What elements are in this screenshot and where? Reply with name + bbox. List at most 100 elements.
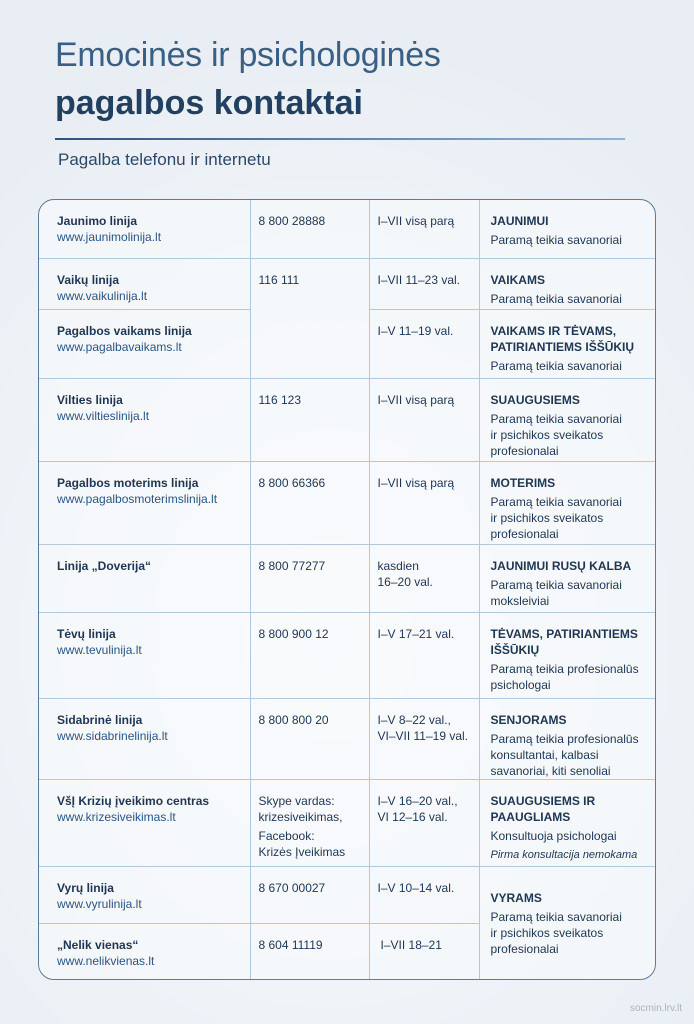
contact-name-cell: Vilties linija www.viltieslinija.lt [39, 377, 251, 462]
target-audience: PAAUGLIAMS [490, 809, 571, 824]
hours-cell: I–V 10–14 val. [368, 865, 480, 924]
line-name: Pagalbos vaikams linija [57, 323, 192, 338]
support-description: moksleiviai [490, 593, 550, 608]
support-description: Paramą teikia profesionalūs [490, 731, 639, 746]
support-description: Paramą teikia savanoriai [490, 358, 622, 373]
title-line-1: Emocinės ir psichologinės [55, 36, 441, 74]
audience-cell: VAIKAMS IR TĖVAMS, PATIRIANTIEMS IŠŠŪKIŲ P… [478, 308, 655, 379]
hours-cell: I–VII 11–23 val. [368, 257, 480, 310]
phone-cell: Skype vardas: krizesiveikimas, Facebook: Kr… [249, 778, 370, 867]
support-description: Paramą teikia savanoriai [490, 291, 622, 306]
working-hours: I–V 16–20 val., [377, 793, 458, 808]
audience-cell: TĖVAMS, PATIRIANTIEMS IŠŠŪKIŲ Paramą teiki… [478, 611, 655, 699]
hours-cell: I–V 11–19 val. [368, 308, 480, 379]
support-description: profesionalai [490, 526, 559, 541]
line-name: Jaunimo linija [57, 214, 138, 228]
phone-number[interactable]: 116 111 [258, 272, 300, 287]
working-hours: VI–VII 11–19 val. [377, 728, 469, 743]
target-audience: TĖVAMS, PATIRIANTIEMS [490, 626, 638, 641]
line-name: VšĮ Krizių įveikimo centras [57, 793, 210, 808]
target-audience: JAUNIMUI [490, 214, 549, 228]
table-row: Sidabrinė linija www.sidabrinelinija.lt 8 … [39, 697, 655, 780]
support-description: profesionalai [490, 942, 559, 956]
table-row: Linija „Doverija“ 8 800 77277 kasdien 16–20… [39, 543, 655, 613]
website-link[interactable]: www.pagalbavaikams.lt [57, 339, 182, 354]
hours-cell: I–VII 18–21 [368, 922, 479, 979]
website-link[interactable]: www.pagalbosmoterimslinija.lt [57, 491, 218, 506]
phone-cell: 8 604 11119 [249, 922, 370, 979]
support-description: psichologai [490, 677, 551, 692]
table-row: Pagalbos moterims linija www.pagalbosmote… [39, 460, 655, 545]
contact-name-cell: Sidabrinė linija www.sidabrinelinija.lt [39, 697, 251, 780]
phone-cell: 8 800 900 12 [249, 611, 370, 699]
line-name: Vilties linija [57, 392, 123, 407]
support-description: Paramą teikia savanoriai [490, 411, 622, 426]
phone-number[interactable]: 8 604 11119 [258, 937, 323, 952]
contact-name-cell: Pagalbos vaikams linija www.pagalbavaikam… [39, 308, 251, 379]
support-description: Paramą teikia savanoriai [490, 233, 622, 247]
website-link[interactable]: www.viltieslinija.lt [57, 408, 150, 423]
support-description: Paramą teikia savanoriai [490, 494, 622, 509]
website-link[interactable]: www.krizesiveikimas.lt [57, 809, 176, 824]
phone-cell: 8 800 800 20 [249, 697, 370, 780]
audience-cell: VAIKAMS Paramą teikia savanoriai [478, 257, 655, 310]
phone-number[interactable]: 8 800 77277 [258, 558, 326, 573]
contact-name-cell: „Nelik vienas“ www.nelikvienas.lt [39, 922, 251, 979]
line-name: Vaikų linija [57, 272, 120, 287]
audience-cell: SENJORAMS Paramą teikia profesionalūs kons… [478, 697, 655, 780]
title-divider [55, 138, 625, 140]
phone-number[interactable]: 8 800 800 20 [258, 712, 329, 727]
website-link[interactable]: www.vyrulinija.lt [57, 896, 142, 911]
website-link[interactable]: www.sidabrinelinija.lt [57, 728, 168, 743]
phone-number[interactable]: 8 670 00027 [258, 880, 326, 895]
line-name: Linija „Doverija“ [57, 558, 152, 573]
line-name: Vyrų linija [57, 880, 114, 895]
working-hours: I–VII 11–23 val. [377, 272, 461, 287]
table-row: Vilties linija www.viltieslinija.lt 116 12… [39, 377, 655, 462]
support-description: ir psichikos sveikatos [490, 510, 604, 525]
target-audience: MOTERIMS [490, 475, 556, 490]
audience-cell: MOTERIMS Paramą teikia savanoriai ir psich… [478, 460, 655, 545]
target-audience: SENJORAMS [490, 712, 567, 727]
phone-number[interactable]: 116 123 [258, 392, 302, 407]
title-line-2: pagalbos kontaktai [55, 84, 363, 122]
support-description: konsultantai, kalbasi [490, 747, 599, 762]
working-hours: 16–20 val. [377, 574, 433, 589]
support-description: Konsultuoja psichologai [490, 828, 617, 843]
working-hours: I–V 8–22 val., [377, 712, 451, 727]
target-audience: VAIKAMS IR TĖVAMS, [490, 323, 617, 338]
target-audience: VAIKAMS [490, 272, 545, 287]
hours-cell: kasdien 16–20 val. [368, 543, 480, 613]
phone-number[interactable]: 8 800 28888 [258, 214, 326, 228]
table-row: Tėvų linija www.tevulinija.lt 8 800 900 12… [39, 611, 655, 699]
support-description: Paramą teikia profesionalūs [490, 661, 639, 676]
hours-cell: I–VII visą parą [368, 460, 480, 545]
contacts-table: Jaunimo linija www.jaunimolinija.lt 8 800 … [38, 199, 656, 980]
website-link[interactable]: www.jaunimolinija.lt [57, 230, 162, 244]
working-hours: I–VII 18–21 [380, 937, 442, 952]
website-link[interactable]: www.tevulinija.lt [57, 642, 142, 657]
contact-name-cell: Pagalbos moterims linija www.pagalbosmote… [39, 460, 251, 545]
website-link[interactable]: www.nelikvienas.lt [57, 953, 155, 968]
support-note: Pirma konsultacija nemokama [490, 848, 638, 861]
phone-number[interactable]: 8 800 66366 [258, 475, 326, 490]
working-hours: I–V 11–19 val. [377, 323, 454, 338]
phone-number[interactable]: Skype vardas: [258, 793, 335, 808]
phone-number[interactable]: 8 800 900 12 [258, 626, 329, 641]
phone-number[interactable]: krizesiveikimas, [258, 809, 343, 824]
phone-cell: 116 123 [249, 377, 370, 462]
subtitle: Pagalba telefonu ir internetu [58, 150, 271, 169]
phone-number[interactable]: Facebook: [258, 828, 315, 843]
table-row: „Nelik vienas“ www.nelikvienas.lt 8 604 11… [39, 922, 655, 979]
support-description: profesionalai [490, 443, 559, 458]
target-audience: JAUNIMUI RUSŲ KALBA [490, 558, 632, 573]
target-audience: VYRAMS [490, 891, 542, 905]
audience-cell: JAUNIMUI Paramą teikia savanoriai [478, 200, 655, 259]
table-row: Vyrų linija www.vyrulinija.lt 8 670 00027 I… [39, 865, 655, 979]
support-description: savanoriai, kiti senoliai [490, 763, 611, 778]
phone-number[interactable]: Krizės Įveikimas [258, 844, 346, 859]
support-description: Paramą teikia savanoriai [490, 910, 622, 924]
target-audience: SUAUGUSIEMS [490, 392, 580, 407]
working-hours: I–VII visą parą [377, 392, 455, 407]
website-link[interactable]: www.vaikulinija.lt [57, 288, 148, 303]
